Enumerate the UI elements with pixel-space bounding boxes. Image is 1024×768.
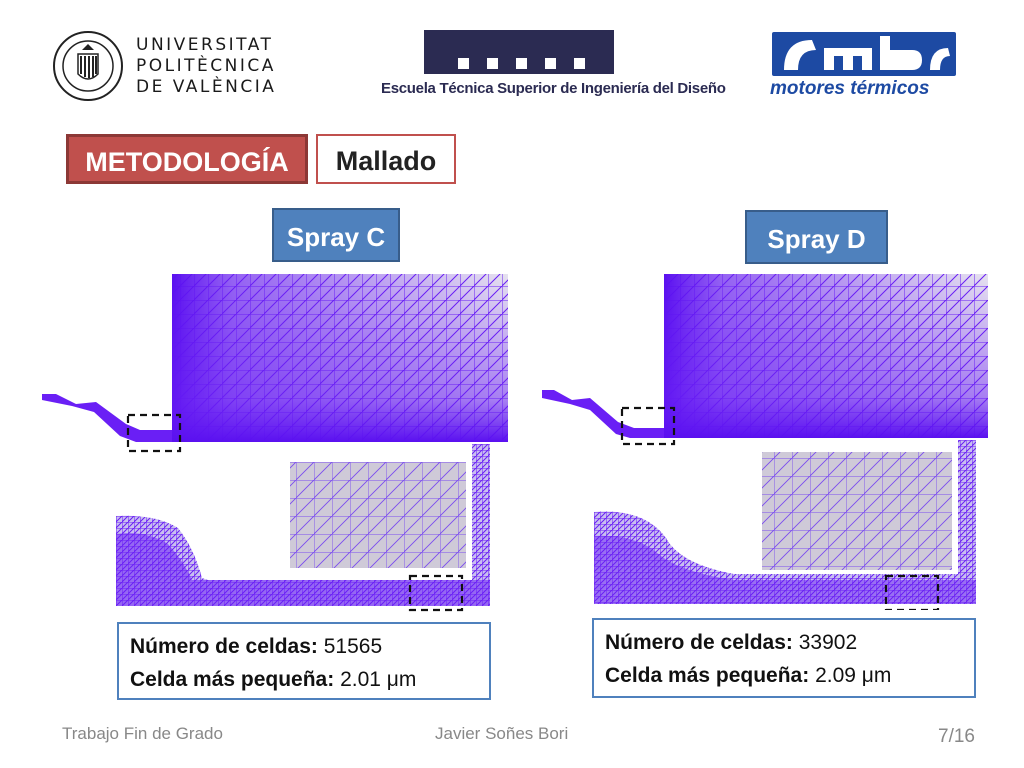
etsid-building-logo: [424, 30, 614, 74]
footer-author: Javier Soñes Bori: [435, 724, 569, 743]
topic-tag: Mallado: [316, 134, 456, 184]
spray-c-min-label: Celda más pequeña:: [130, 668, 335, 691]
spray-c-min-row: Celda más pequeña: 2.01 μm: [130, 663, 478, 696]
spray-c-mesh-detail: [116, 444, 490, 612]
cmt-logo: [772, 32, 956, 76]
footer-project: Trabajo Fin de Grado: [62, 724, 223, 743]
spray-d-detail-marker: [884, 574, 940, 610]
upv-name-line1: UNIVERSITAT: [136, 35, 274, 55]
etsid-name: Escuela Técnica Superior de Ingeniería d…: [381, 80, 726, 97]
spray-d-cells-row: Número de celdas: 33902: [605, 626, 963, 659]
spray-d-zoom-marker: [620, 406, 676, 446]
upv-name-line2: POLITÈCNICA: [136, 56, 276, 76]
spray-c-min-value: 2.01 μm: [340, 668, 417, 691]
spray-d-min-label: Celda más pequeña:: [605, 664, 810, 687]
spray-c-cells-value: 51565: [323, 635, 383, 658]
cmt-name: motores térmicos: [770, 78, 930, 99]
spray-d-min-value: 2.09 μm: [815, 664, 892, 687]
spray-d-mesh-overview: [542, 274, 988, 446]
spray-c-detail-marker: [408, 574, 464, 612]
spray-c-zoom-marker: [126, 413, 182, 453]
spray-d-cells-value: 33902: [798, 631, 858, 654]
spray-c-mesh-overview: [42, 274, 508, 453]
spray-c-info-box: Número de celdas: 51565 Celda más pequeñ…: [117, 622, 491, 700]
upv-name-line3: DE VALÈNCIA: [136, 77, 277, 97]
spray-c-cells-label: Número de celdas:: [130, 635, 318, 658]
spray-d-cells-label: Número de celdas:: [605, 631, 793, 654]
spray-c-title: Spray C: [272, 208, 400, 262]
footer-page-number: 7/16: [938, 726, 975, 747]
spray-d-info-box: Número de celdas: 33902 Celda más pequeñ…: [592, 618, 976, 698]
spray-d-min-row: Celda más pequeña: 2.09 μm: [605, 659, 963, 692]
spray-d-title: Spray D: [745, 210, 888, 264]
upv-seal-logo: [53, 31, 123, 101]
spray-d-mesh-detail: [594, 440, 976, 610]
spray-c-cells-row: Número de celdas: 51565: [130, 630, 478, 663]
section-tag: METODOLOGÍA: [66, 134, 308, 184]
